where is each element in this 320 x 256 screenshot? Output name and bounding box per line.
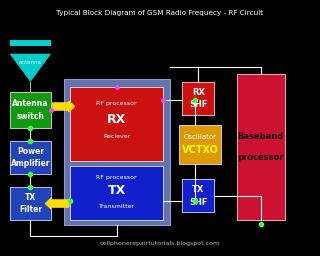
FancyBboxPatch shape (70, 166, 163, 220)
Text: SHF: SHF (189, 100, 208, 110)
Text: Transmitter: Transmitter (99, 204, 135, 209)
Text: RX: RX (192, 88, 205, 97)
Text: Power: Power (17, 146, 44, 156)
FancyBboxPatch shape (182, 179, 214, 212)
Text: TX: TX (25, 193, 36, 202)
FancyBboxPatch shape (64, 79, 170, 225)
FancyArrow shape (53, 101, 75, 112)
FancyBboxPatch shape (70, 87, 163, 161)
Text: Amplifier: Amplifier (11, 159, 50, 168)
FancyBboxPatch shape (182, 82, 214, 115)
Text: switch: switch (16, 112, 44, 121)
Text: SHF: SHF (189, 198, 208, 207)
Bar (10, 40, 51, 46)
Text: Filter: Filter (19, 205, 42, 215)
Text: TX: TX (192, 185, 204, 194)
Text: TX: TX (108, 184, 126, 197)
Text: Typical Block Diagram of GSM Radio Frequecy - RF Circuit: Typical Block Diagram of GSM Radio Frequ… (56, 10, 264, 16)
Polygon shape (10, 54, 51, 82)
FancyBboxPatch shape (179, 125, 221, 164)
Text: RF processor: RF processor (97, 175, 137, 180)
Text: RX: RX (107, 113, 126, 125)
Text: Antenna: Antenna (12, 99, 49, 108)
FancyArrow shape (45, 198, 69, 209)
Text: Baseband: Baseband (238, 132, 284, 142)
Text: Oscillator: Oscillator (183, 134, 217, 140)
FancyBboxPatch shape (237, 74, 285, 220)
FancyBboxPatch shape (10, 141, 51, 174)
FancyBboxPatch shape (10, 187, 51, 220)
Text: antenna: antenna (19, 60, 42, 65)
Text: VCTXO: VCTXO (181, 145, 219, 155)
Text: RF processor: RF processor (97, 101, 137, 106)
Text: cellphonerepairtutorials.blogspot.com: cellphonerepairtutorials.blogspot.com (100, 241, 220, 246)
FancyBboxPatch shape (10, 92, 51, 128)
Text: Reciever: Reciever (103, 134, 131, 140)
Text: processor: processor (237, 153, 284, 162)
